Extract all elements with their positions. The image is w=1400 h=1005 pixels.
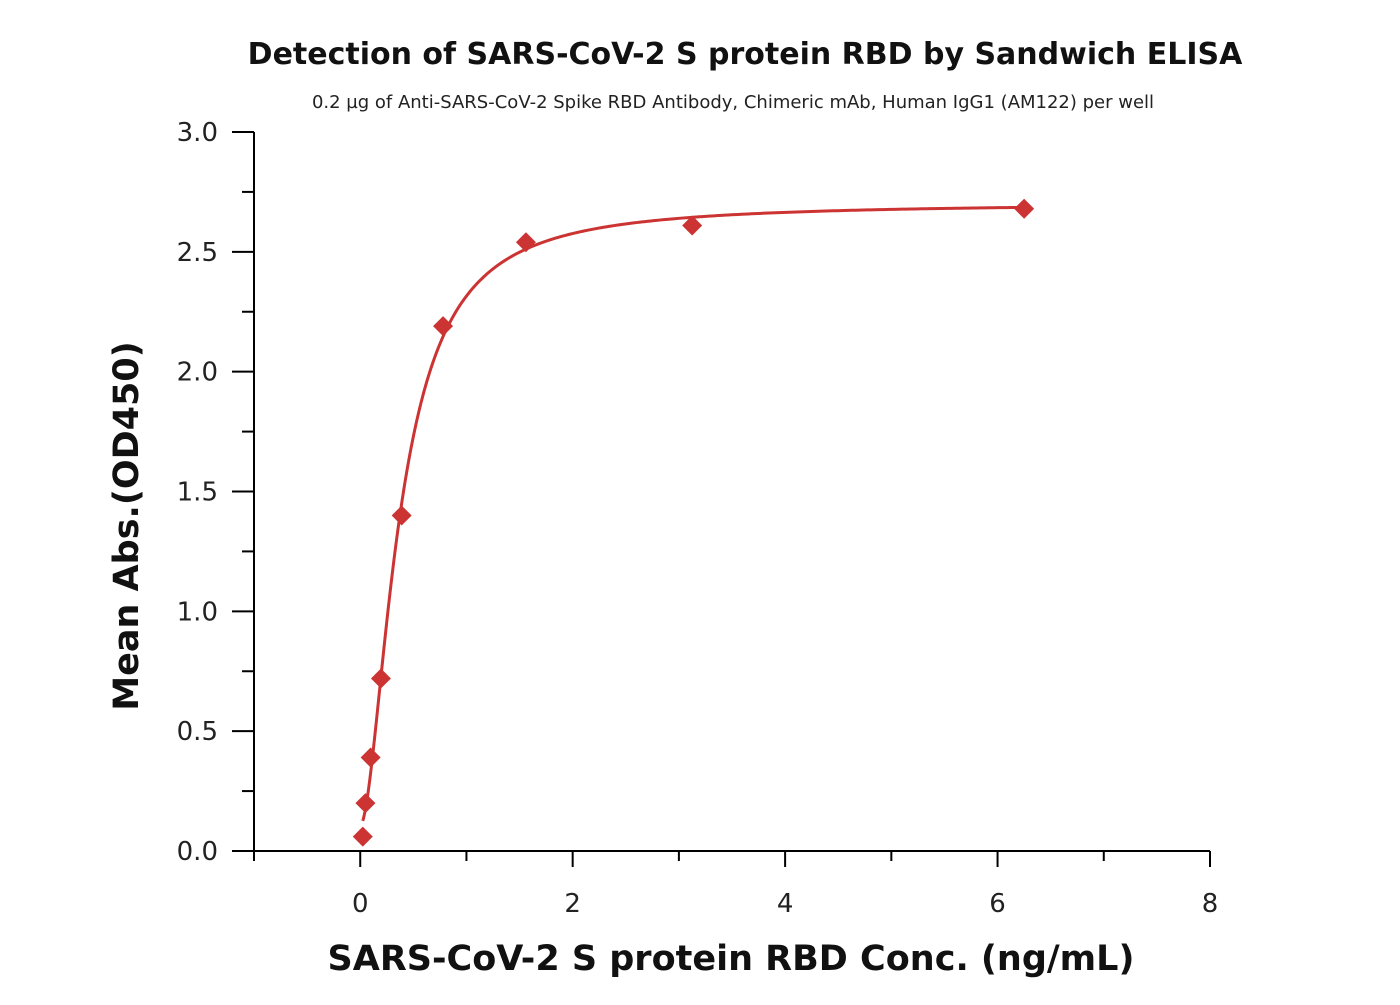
data-point	[355, 793, 376, 814]
fit-curve	[361, 205, 1025, 822]
data-points	[352, 198, 1035, 847]
x-tick-label: 6	[989, 889, 1006, 919]
fit-curve-path	[361, 205, 1025, 822]
x-axis-label: SARS-CoV-2 S protein RBD Conc. (ng/mL)	[328, 939, 1135, 979]
y-axis-label: Mean Abs.(OD450)	[107, 341, 147, 710]
x-tick-label: 0	[352, 889, 369, 919]
data-point	[433, 316, 454, 337]
data-point	[1014, 198, 1035, 219]
data-point	[360, 747, 381, 768]
ticks: 0.0 0.5 1.0 1.5 2.0 2.5 3.0 0 2 4 6 8	[177, 118, 1219, 919]
chart-subtitle: 0.2 µg of Anti-SARS-CoV-2 Spike RBD Anti…	[312, 92, 1154, 113]
data-point	[352, 826, 373, 847]
y-tick-label: 1.0	[177, 597, 218, 627]
x-tick-label: 2	[564, 889, 581, 919]
y-tick-label: 0.0	[177, 837, 218, 867]
data-point	[682, 215, 703, 236]
y-tick-label: 2.0	[177, 358, 218, 388]
y-tick-label: 3.0	[177, 118, 218, 148]
data-point	[515, 232, 536, 253]
y-tick-label: 1.5	[177, 478, 218, 508]
x-tick-label: 8	[1202, 889, 1219, 919]
x-tick-label: 4	[777, 889, 794, 919]
data-point	[391, 505, 412, 526]
chart-title: Detection of SARS-CoV-2 S protein RBD by…	[248, 37, 1243, 72]
data-point	[370, 668, 391, 689]
y-tick-label: 0.5	[177, 717, 218, 747]
axes	[253, 132, 1210, 852]
y-tick-label: 2.5	[177, 238, 218, 268]
